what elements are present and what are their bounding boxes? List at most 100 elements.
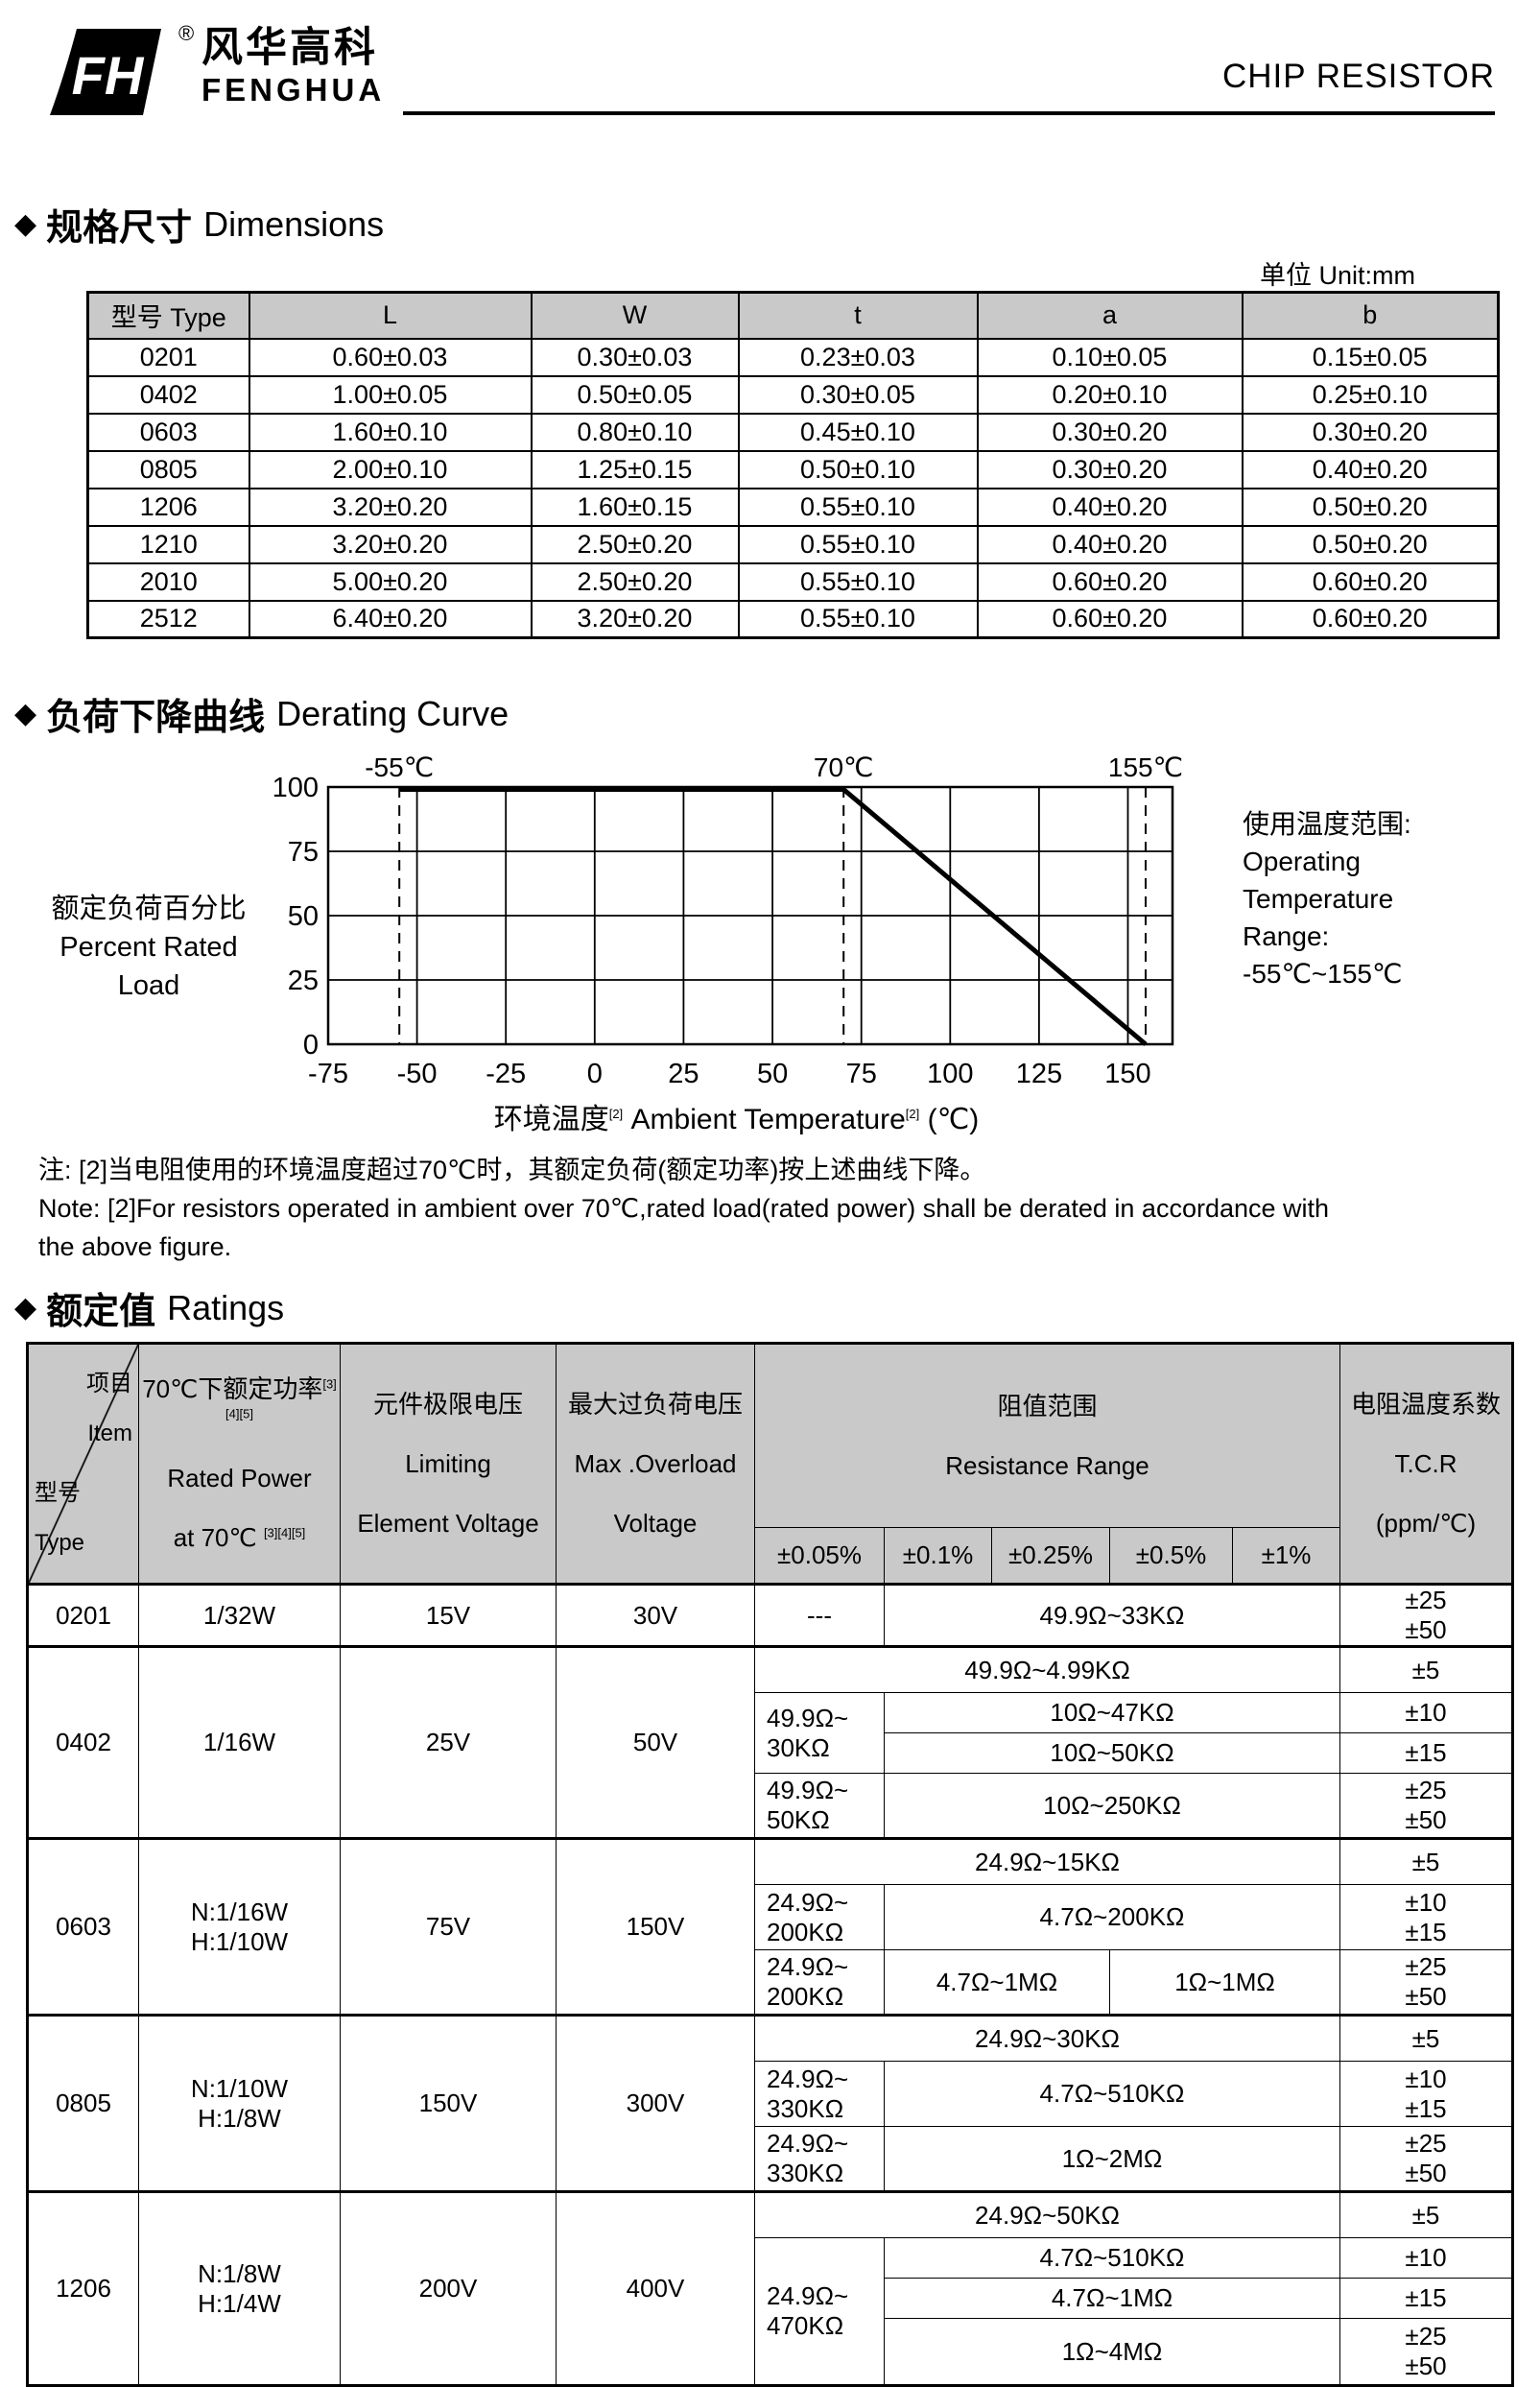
header-type: 型号 Type: [35, 1480, 85, 1556]
svg-text:100: 100: [927, 1059, 973, 1089]
range-cell: 49.9Ω~33KΩ: [883, 1583, 1341, 1647]
x-tick-labels: -75 -50 -25 0 25 50 75 100 125 150: [308, 1059, 1151, 1089]
svg-text:155℃: 155℃: [1108, 753, 1183, 782]
limit-cell: 150V: [340, 2014, 557, 2192]
cell: 0.40±0.20: [1241, 449, 1500, 489]
note-line: 使用温度范围:: [1243, 809, 1411, 839]
power-cell: N:1/16W H:1/10W: [138, 1837, 341, 2016]
range-cell: 24.9Ω~ 200KΩ: [754, 1949, 885, 2016]
cell: 1206: [86, 487, 250, 527]
range-cell: 4.7Ω~510KΩ: [883, 2237, 1341, 2279]
cell: 0.30±0.20: [976, 412, 1244, 452]
note-line: -55℃~155℃: [1243, 959, 1403, 989]
cell: 0603: [86, 412, 250, 452]
unit-label: 单位 Unit:mm: [1260, 261, 1415, 290]
page-header: FH ® 风华高科 FENGHUA CHIP RESISTOR: [0, 0, 1540, 123]
cell: 0.60±0.20: [1241, 561, 1500, 602]
table-row: 2010 5.00±0.20 2.50±0.20 0.55±0.10 0.60±0.20…: [86, 561, 1500, 602]
cell: 0.55±0.10: [737, 524, 979, 564]
diagonal-divider: [29, 1345, 138, 1583]
range-cell: 49.9Ω~ 30KΩ: [754, 1692, 885, 1774]
ratings-row-0402: 49.9Ω~ 50KΩ 10Ω~250KΩ ±25 ±50: [28, 1773, 1514, 1839]
svg-text:25: 25: [288, 966, 319, 996]
range-cell: 1Ω~4MΩ: [883, 2318, 1341, 2386]
limit-cell: 200V: [340, 2190, 557, 2386]
ratings-row-1206: 1206 N:1/8W H:1/4W 200V 400V 24.9Ω~50KΩ …: [27, 2190, 1514, 2386]
table-row: 0402 1.00±0.05 0.50±0.05 0.30±0.05 0.20±0.10…: [86, 374, 1500, 415]
cell: 0.50±0.20: [1241, 524, 1500, 564]
cell: 0.80±0.10: [530, 412, 740, 452]
brand-block: 风华高科 FENGHUA: [201, 25, 385, 109]
tcr-cell: ±10 ±15: [1339, 1884, 1514, 1950]
table-row: 0603 1.60±0.10 0.80±0.10 0.45±0.10 0.30±0.20…: [86, 412, 1500, 452]
tcr-cell: ±25 ±50: [1339, 1773, 1514, 1839]
tcr-cell: ±10: [1339, 2237, 1514, 2279]
note-line: Range:: [1243, 921, 1330, 951]
tolerance-header: ±0.25%: [991, 1527, 1110, 1585]
svg-text:75: 75: [846, 1059, 877, 1089]
cell: 2512: [86, 599, 250, 639]
diamond-icon: ◆: [14, 208, 37, 240]
power-cell: N:1/10W H:1/8W: [138, 2014, 341, 2192]
cell: 0.30±0.05: [737, 374, 979, 415]
tcr-cell: ±15: [1339, 1732, 1514, 1774]
power-cell: 1/16W: [138, 1645, 341, 1839]
power-cell: N:1/8W H:1/4W: [138, 2190, 341, 2386]
section-title-zh: 负荷下降曲线: [46, 698, 266, 738]
range-cell: ---: [754, 1583, 885, 1647]
range-cell: 1Ω~1MΩ: [1108, 1949, 1341, 2016]
ratings-row-0402: 0402 1/16W 25V 50V 49.9Ω~4.99KΩ ±5: [27, 1645, 1514, 1839]
cell: 3.20±0.20: [248, 487, 533, 527]
cell: 0805: [86, 449, 250, 489]
section-heading-derating: ◆ 负荷下降曲线 Derating Curve: [14, 687, 1540, 740]
dimensions-header-row: 型号 Type L W t a b: [86, 291, 1500, 340]
header-rated-power: 70℃下额定功率[3][4][5] Rated Power at 70℃ [3]…: [138, 1343, 341, 1585]
ratings-row-0201: 0201 1/32W 15V 30V --- 49.9Ω~33KΩ ±25 ±5…: [27, 1583, 1514, 1647]
tcr-cell: ±10 ±15: [1339, 2061, 1514, 2127]
col-header-type: 型号 Type: [86, 291, 250, 340]
note-zh: 注: [2]当电阻使用的环境温度超过70℃时，其额定负荷(额定功率)按上述曲线下…: [38, 1156, 986, 1184]
type-cell: 1206: [27, 2190, 139, 2386]
cell: 0.30±0.20: [976, 449, 1244, 489]
tcr-cell: ±25 ±50: [1339, 1583, 1514, 1647]
diamond-icon: ◆: [14, 1292, 37, 1324]
tolerance-header: ±0.5%: [1109, 1527, 1233, 1585]
y-axis-label: 额定负荷百分比 Percent Rated Load: [34, 890, 264, 1005]
header-tcr: 电阻温度系数 T.C.R (ppm/℃): [1339, 1343, 1514, 1585]
overload-cell: 400V: [556, 2190, 755, 2386]
range-cell: 24.9Ω~ 330KΩ: [754, 2061, 885, 2127]
tcr-cell: ±5: [1339, 2014, 1514, 2062]
cell: 5.00±0.20: [248, 561, 533, 602]
section-title-zh: 规格尺寸: [46, 208, 193, 249]
range-cell: 1Ω~2MΩ: [883, 2126, 1341, 2192]
brand-name-zh: 风华高科: [201, 25, 378, 71]
overload-cell: 50V: [556, 1645, 755, 1839]
svg-text:-50: -50: [397, 1059, 438, 1089]
cell: 1.60±0.15: [530, 487, 740, 527]
table-row: 0805 2.00±0.10 1.25±0.15 0.50±0.10 0.30±0.20…: [86, 449, 1500, 489]
dashed-marker-lines: [398, 787, 1147, 1044]
svg-text:125: 125: [1016, 1059, 1062, 1089]
cell: 0.25±0.10: [1241, 374, 1500, 415]
diamond-icon: ◆: [14, 698, 37, 729]
svg-text:50: 50: [757, 1059, 788, 1089]
range-cell: 49.9Ω~4.99KΩ: [753, 1645, 1341, 1693]
cell: 0.55±0.10: [737, 487, 979, 527]
header-overload-voltage: 最大过负荷电压 Max .Overload Voltage: [556, 1343, 755, 1585]
range-cell: 49.9Ω~ 50KΩ: [754, 1773, 885, 1839]
cell: 0.10±0.05: [976, 337, 1244, 377]
ratings-row-0402: 10Ω~50KΩ ±15: [28, 1732, 1514, 1774]
type-cell: 0201: [27, 1583, 139, 1647]
range-cell: 10Ω~250KΩ: [883, 1773, 1341, 1839]
ratings-header-row-1: 项目 Item 型号 Type 70℃下额定功率[3][4][5] Rated …: [27, 1342, 1514, 1585]
tcr-cell: ±10: [1339, 1692, 1514, 1733]
cell: 0.60±0.20: [1241, 599, 1500, 639]
range-cell: 10Ω~47KΩ: [883, 1692, 1341, 1733]
table-row: 0201 0.60±0.03 0.30±0.03 0.23±0.03 0.10±0.05…: [86, 337, 1500, 377]
ratings-row-0603: 0603 N:1/16W H:1/10W 75V 150V 24.9Ω~15KΩ…: [27, 1837, 1514, 2016]
cell: 0.50±0.05: [530, 374, 740, 415]
cell: 3.20±0.20: [248, 524, 533, 564]
svg-text:-75: -75: [308, 1059, 348, 1089]
section-title-en: Dimensions: [203, 203, 385, 244]
tolerance-header: ±1%: [1231, 1527, 1341, 1585]
